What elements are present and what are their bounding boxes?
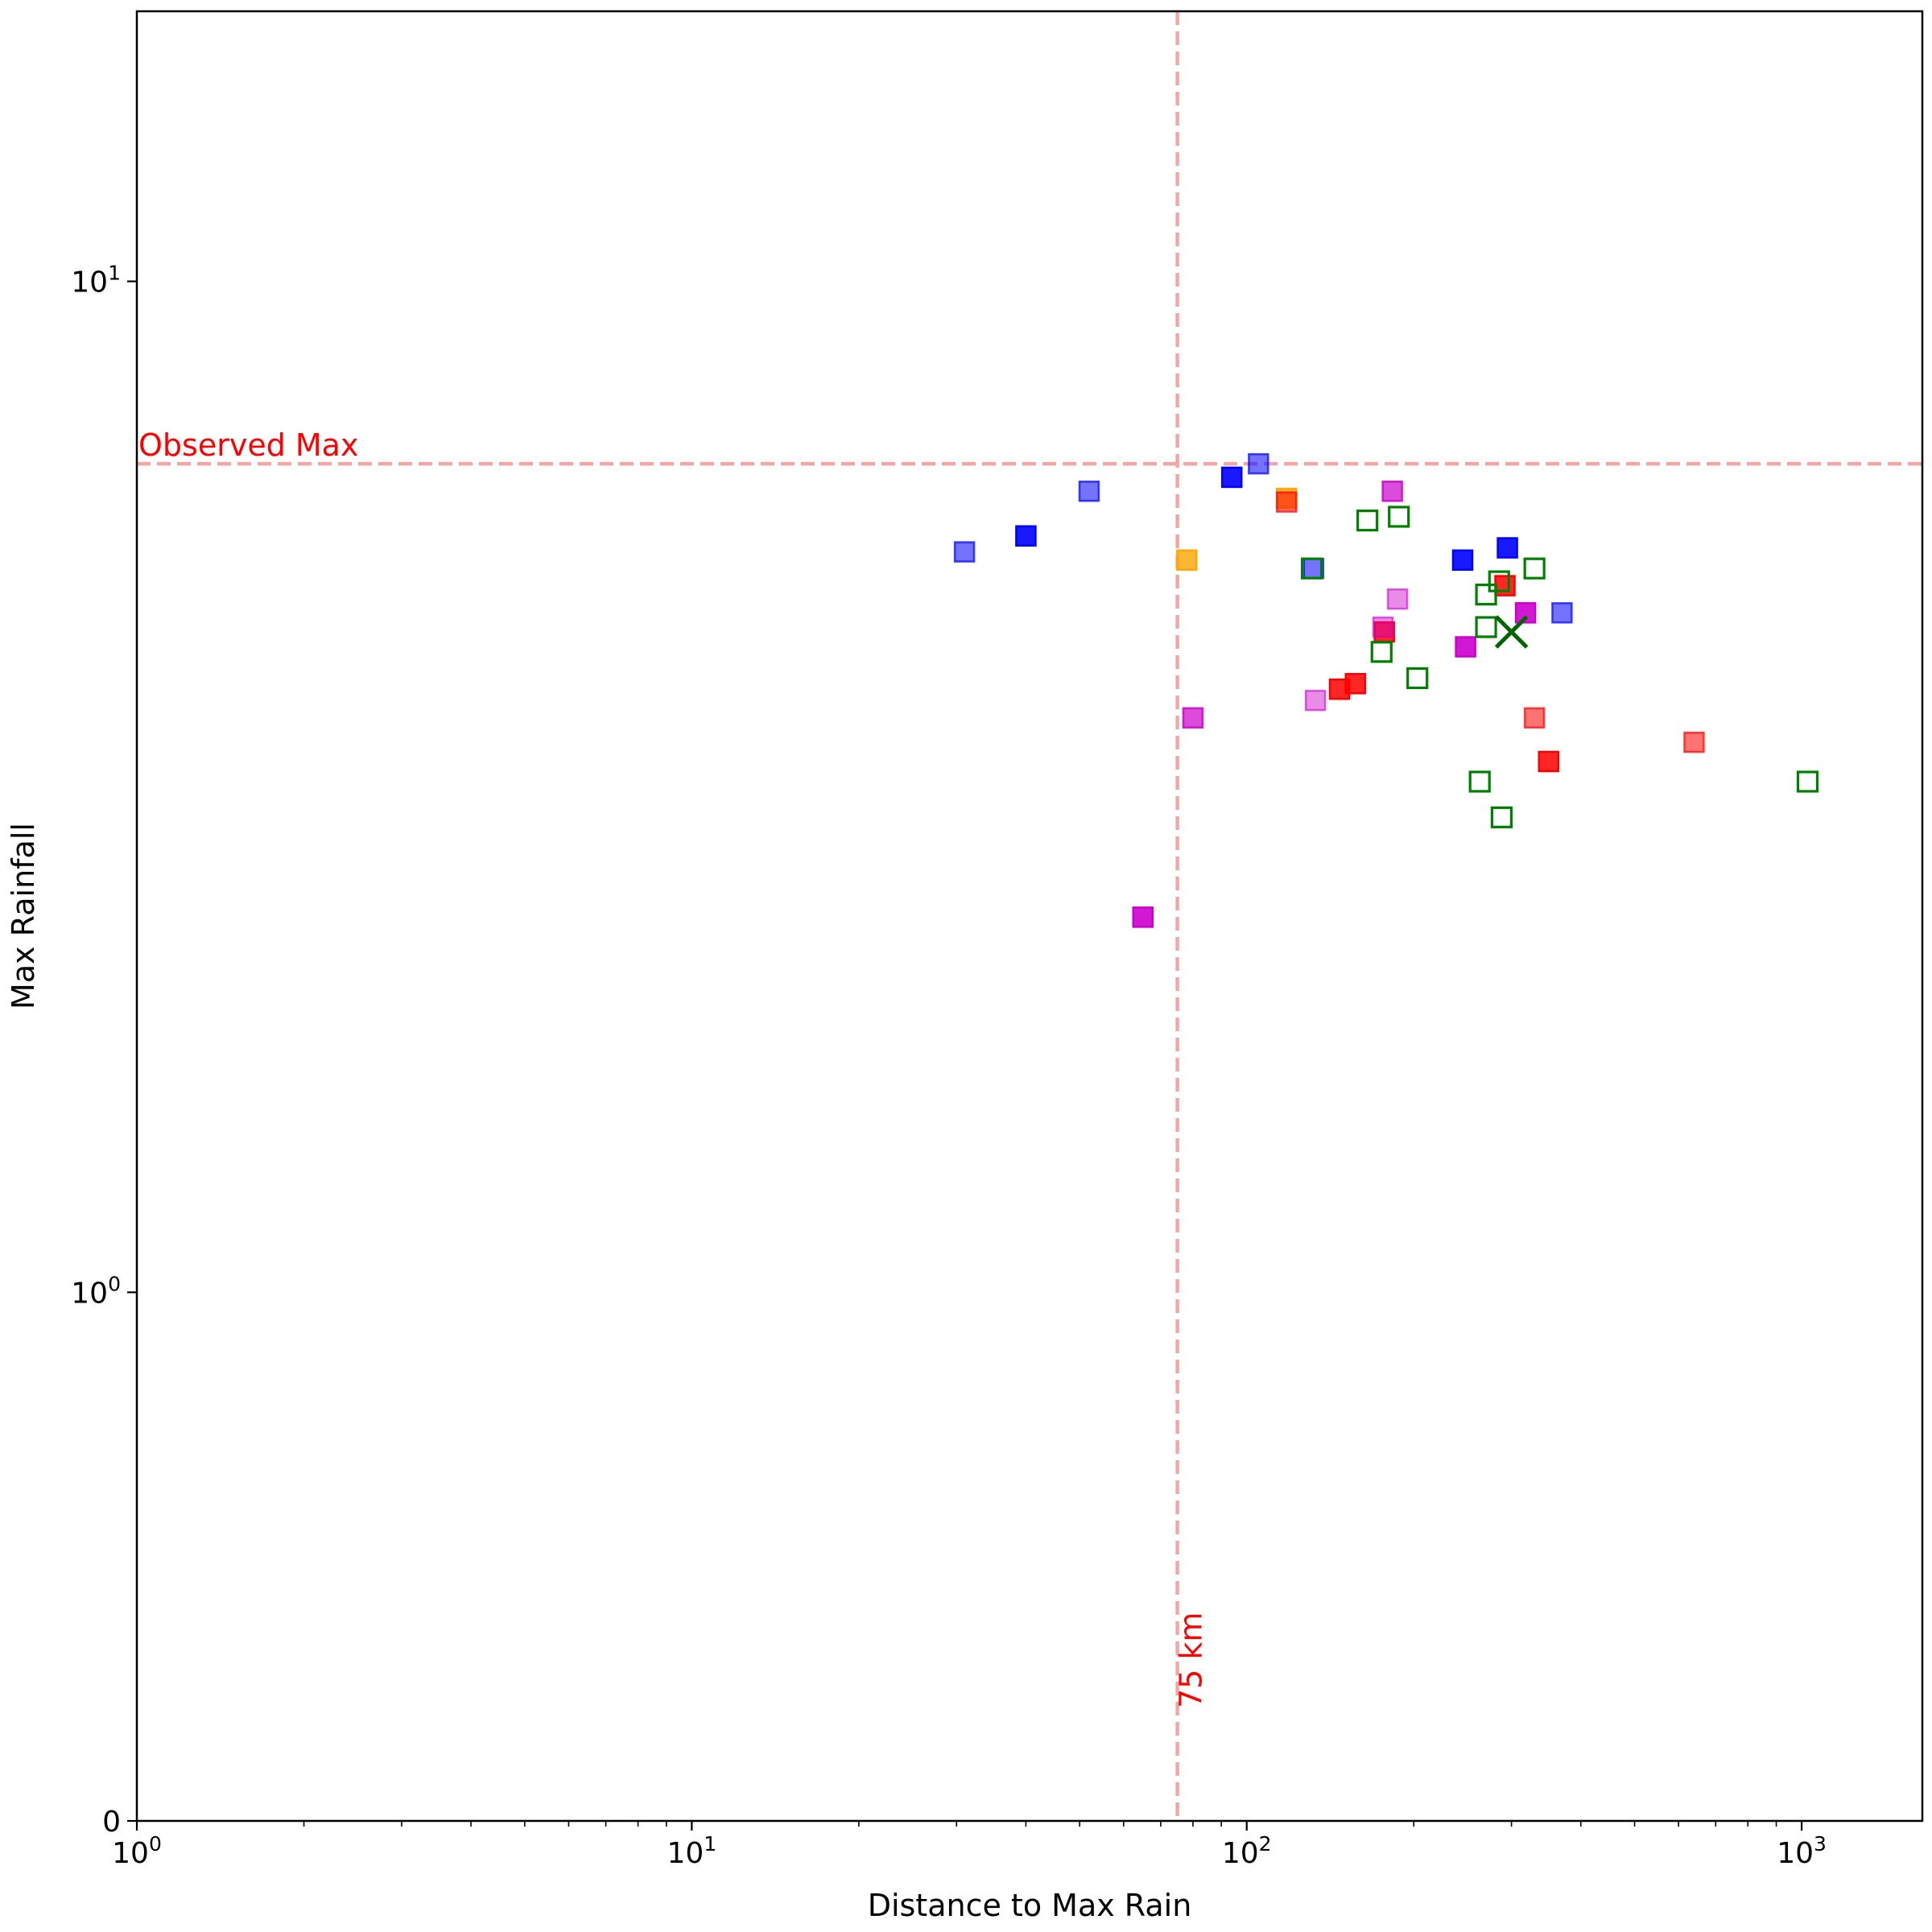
y-tick-label-1: 100 — [71, 1272, 121, 1310]
plot-frame — [135, 10, 1924, 1823]
data-point-5-1 — [1386, 588, 1409, 610]
data-point-8-4 — [1488, 570, 1510, 592]
data-point-8-2 — [1388, 506, 1410, 528]
data-point-2-0 — [1176, 549, 1198, 572]
data-point-8-9 — [1468, 770, 1491, 793]
x-tick-label-0: 100 — [112, 1832, 162, 1870]
data-point-3-0 — [1276, 491, 1298, 513]
data-point-0-0 — [953, 541, 976, 563]
vline-75km-label: 75 km — [1174, 1612, 1209, 1708]
data-point-8-3 — [1475, 583, 1497, 606]
data-point-1-0 — [1015, 525, 1037, 547]
y-tick-label-2: 101 — [71, 262, 121, 299]
data-point-3-2 — [1683, 731, 1705, 753]
data-point-8-1 — [1356, 510, 1379, 532]
data-point-7-0 — [1132, 906, 1154, 928]
x-axis-ticks: 100 101 102 103 — [112, 1821, 1827, 1870]
mean-marker-stroke-b — [1494, 615, 1529, 649]
data-point-4-1 — [1344, 673, 1367, 695]
data-point-8-5 — [1523, 557, 1546, 580]
data-point-6-0 — [1182, 707, 1204, 729]
data-point-0-4 — [1551, 602, 1573, 624]
x-tick-label-3: 103 — [1777, 1832, 1827, 1870]
data-point-0-2 — [1248, 452, 1269, 475]
data-point-1-1 — [1220, 466, 1243, 489]
data-point-3-1 — [1523, 707, 1546, 729]
x-tick-label-2: 102 — [1222, 1832, 1272, 1870]
y-tick-label-0: 0 — [102, 1806, 121, 1839]
data-point-6-1 — [1381, 480, 1403, 502]
data-point-5-0 — [1304, 689, 1327, 712]
data-point-8-11 — [1796, 770, 1819, 793]
data-points — [953, 452, 1819, 928]
data-point-8-6 — [1475, 616, 1497, 638]
x-tick-label-1: 101 — [667, 1832, 716, 1870]
data-point-8-8 — [1406, 667, 1429, 690]
observed-max-label: Observed Max — [138, 427, 358, 463]
reference-lines — [137, 11, 1922, 1821]
y-axis-label: Max Rainfall — [6, 823, 41, 1009]
data-point-8-0 — [1300, 557, 1323, 580]
data-point-5-2 — [1372, 616, 1394, 638]
data-point-0-1 — [1078, 480, 1100, 502]
x-axis-label: Distance to Max Rain — [868, 1888, 1192, 1923]
data-point-4-3 — [1494, 575, 1516, 597]
data-point-7-1 — [1455, 636, 1476, 658]
y-axis-ticks: 0 100 101 — [71, 262, 137, 1839]
data-point-1-3 — [1496, 537, 1518, 559]
data-point-8-7 — [1370, 641, 1393, 663]
data-point-8-10 — [1490, 806, 1513, 828]
data-point-4-4 — [1538, 750, 1560, 773]
mean-marker — [1494, 615, 1529, 649]
data-point-1-2 — [1451, 549, 1474, 572]
